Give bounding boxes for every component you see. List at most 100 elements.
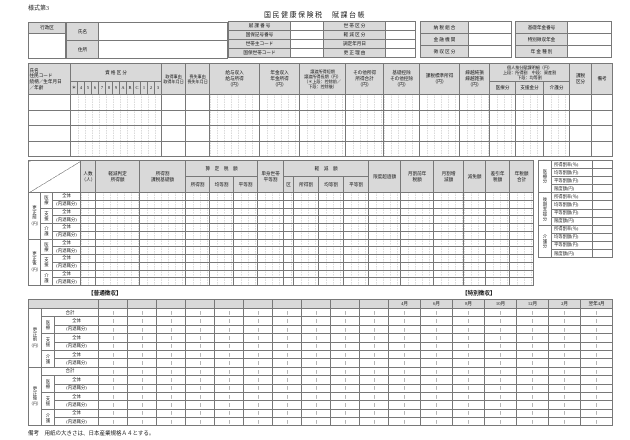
payment-amount-cell [214,391,245,402]
payment-amount-cell [452,349,486,360]
payment-amount-cell [516,324,550,335]
calc-row: (内退職分) [29,230,535,240]
rate-item-label: 所得割率(％) [551,159,593,170]
calc-data-cell [343,238,370,248]
pension-table: 基礎年金番号 特別徴収年金 年 金 種 別 [515,21,612,58]
payment-amount-cell [98,383,129,393]
payment-amount-cell [580,324,614,335]
payment-amount-cell [359,333,390,343]
calc-data-cell [80,238,97,248]
calc-data-cell [463,261,487,271]
calc-data-cell [95,230,141,240]
rate-row: 後期支援分 所得割率(％) [538,192,613,226]
rate-item-label: 平等割額(円) [551,208,593,218]
payment-amount-cell [452,366,486,377]
calc-data-cell [433,230,465,240]
detail-col-header: 介護分 [543,81,571,95]
calc-data-cell [283,192,295,201]
calc-data-cell [343,261,370,271]
payment-amount-cell [185,400,216,410]
calc-data-cell [400,277,435,286]
payment-amount-cell [156,417,187,427]
payment-amount-cell [243,366,274,377]
member-taxable-cell [419,94,461,111]
payment-amount-cell [301,417,332,427]
payment-amount-cell [272,307,303,318]
single-household-header: 単身世帯 平等割 [257,160,285,193]
calc-data-cell [283,207,295,217]
footer-note: 備考 用紙の大きさは、日本産業規格Ａ４とする。 [28,431,155,437]
member-salary-cell [209,125,261,142]
payment-amount-cell [272,333,303,343]
payment-amount-cell [359,349,390,360]
member-other-income-cell [345,94,385,111]
calc-data-cell [185,199,211,209]
form-number: 様式第3 [28,6,50,12]
calc-data-cell [233,215,259,224]
member-medical-share-cell [489,94,517,111]
calc-data-cell [209,246,235,255]
qual-code-header: 5 [84,81,92,95]
calc-phase-unit: （円） [29,268,41,273]
over-limit-header: 限度超過額 [368,160,402,193]
calc-data-cell [433,207,465,217]
payment-amount-cell [452,417,486,427]
member-transfer-cell [299,125,347,142]
calc-data-cell [368,192,402,201]
member-acquire-date-cell [161,140,187,157]
payment-subrow-label: (内退職分) [53,324,100,335]
calc-data-cell [433,246,465,255]
payment-amount-cell [185,417,216,427]
calc-row: 介護 全体 [29,223,535,240]
payment-amount-cell [185,333,216,343]
payment-amount-cell [156,391,187,402]
calc-data-cell [95,269,141,279]
district-table: 行政区 [28,22,66,59]
assessment-table: 賦 課 番 号 世 帯 区 分 国保記号番号 軽 減 区 分 世帯主コード 調定… [228,21,416,58]
calc-data-cell [400,254,435,263]
payment-amount-cell [580,417,614,427]
calc-data-cell [185,254,211,263]
calc-category-label: 医療 [40,192,53,209]
calc-sub-equal-header: 均等割 [209,176,235,193]
exemption-header: 減免額 [463,160,487,193]
payment-amount-cell [272,358,303,368]
calc-data-cell [400,207,435,217]
payment-amount-cell [580,366,614,377]
normal-collection-title: 【普通徴収】 [88,291,122,297]
rate-value-cell [592,200,613,210]
member-taxable-cell [419,140,461,157]
calc-row: 更正前 （円） 医療 全体 [28,192,535,240]
normal-period-header [127,299,158,309]
member-salary-cell [209,94,261,111]
payment-amount-cell [330,349,361,360]
tax-class-header: 課税 区分 [569,63,593,95]
calc-data-cell [139,207,187,217]
payment-amount-cell [301,316,332,326]
calc-data-cell [95,207,141,217]
member-name-cell [28,109,71,126]
calc-data-cell [318,192,345,201]
calc-data-cell [209,277,235,286]
rate-item-label: 平等割額(円) [551,240,593,251]
calc-data-cell [293,277,320,286]
member-support-share-cell [515,109,545,126]
payment-amount-cell [272,375,303,385]
payment-amount-cell [359,341,390,351]
payment-subrow-label: (内退職分) [53,417,100,427]
rates-table: 医療分 所得割率(％) 均等割額(円) 平等割額(円) 限度額(円) 後期支援分 所得割率(… [538,159,613,259]
rate-item-label: 均等割額(円) [551,168,593,178]
name-field [98,22,228,41]
payment-amount-cell [272,408,303,419]
payment-amount-cell [214,366,245,377]
payment-amount-cell [214,307,245,318]
member-medical-share-cell [489,125,517,142]
calc-data-cell [185,215,211,224]
normal-period-header [243,299,274,309]
payment-row: 介護 全体 [29,349,614,368]
taxable-income-header: 課税標準所得 （円） [419,63,461,95]
payment-amount-cell [548,341,582,351]
payment-amount-cell [214,333,245,343]
calc-data-cell [293,238,320,248]
payment-amount-cell [484,383,518,393]
